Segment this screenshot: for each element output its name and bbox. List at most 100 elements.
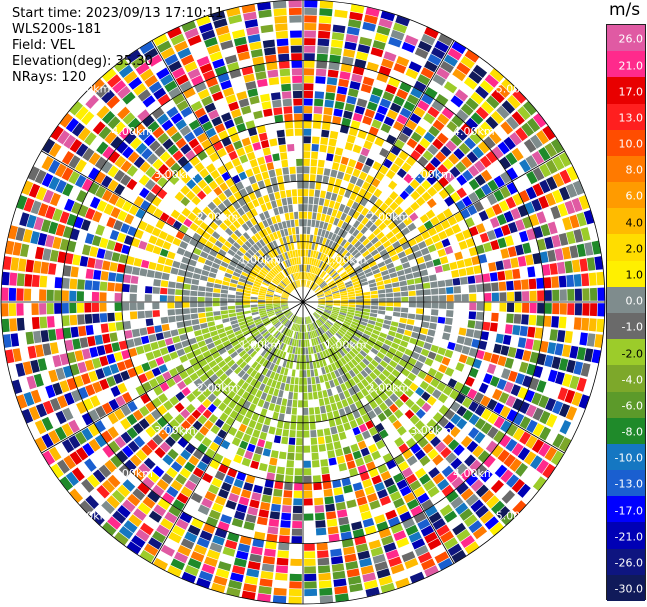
ppi-gate <box>372 368 381 377</box>
ppi-gate <box>280 304 288 307</box>
ppi-gate <box>559 303 567 315</box>
ppi-gate <box>238 321 247 326</box>
ppi-gate <box>480 422 493 435</box>
ppi-gate <box>366 101 378 112</box>
ppi-gate <box>247 347 255 355</box>
ppi-gate <box>291 536 302 544</box>
ppi-gate <box>474 174 486 186</box>
ppi-gate <box>289 581 302 589</box>
ppi-gate <box>253 283 261 288</box>
ppi-gate <box>345 372 352 380</box>
ppi-gate <box>233 454 243 464</box>
ppi-gate <box>510 207 521 220</box>
ppi-gate <box>231 340 240 347</box>
ppi-gate <box>25 331 35 345</box>
ppi-gate <box>389 201 399 211</box>
ppi-gate <box>318 15 332 24</box>
ppi-gate <box>252 429 261 438</box>
ppi-gate <box>318 327 324 335</box>
ppi-gate <box>296 166 303 174</box>
ppi-gate <box>317 252 322 260</box>
ppi-gate <box>317 278 323 285</box>
ppi-gate <box>107 412 119 425</box>
ppi-gate <box>504 235 514 247</box>
ppi-gate <box>316 542 328 551</box>
ppi-gate <box>294 475 303 483</box>
ppi-gate <box>320 213 326 222</box>
ppi-gate <box>463 77 478 90</box>
ppi-gate <box>270 176 278 185</box>
ppi-gate <box>179 241 189 250</box>
ppi-gate <box>221 482 232 492</box>
ppi-gate <box>295 453 303 461</box>
ppi-gate <box>559 403 571 418</box>
ppi-gate <box>229 410 239 420</box>
ring-label: 1.00km <box>325 339 367 352</box>
ppi-gate <box>202 364 211 373</box>
ppi-gate <box>122 499 136 513</box>
ppi-gate <box>292 400 298 408</box>
ppi-gate <box>213 453 224 463</box>
ppi-gate <box>539 163 552 178</box>
ppi-gate <box>292 513 303 521</box>
ppi-gate <box>506 302 515 313</box>
ppi-gate <box>214 279 223 285</box>
ppi-gate <box>243 73 255 83</box>
ppi-gate <box>227 305 236 310</box>
ppi-gate <box>504 357 514 369</box>
ppi-gate <box>383 158 393 169</box>
ppi-gate <box>395 577 410 589</box>
ppi-gate <box>358 188 367 197</box>
ppi-gate <box>384 398 394 407</box>
ppi-gate <box>278 315 286 321</box>
ppi-gate <box>289 430 296 438</box>
ppi-gate <box>275 168 283 176</box>
ppi-gate <box>355 161 364 171</box>
ppi-gate <box>295 331 299 339</box>
ppi-gate <box>250 460 260 470</box>
ppi-gate <box>465 376 475 387</box>
ppi-gate <box>432 74 446 86</box>
ppi-gate <box>52 354 62 368</box>
ppi-gate <box>260 570 274 580</box>
ppi-gate <box>309 407 315 415</box>
ppi-gate <box>224 355 233 364</box>
ppi-gate <box>188 259 197 267</box>
ppi-gate <box>190 284 199 291</box>
ppi-gate <box>396 168 407 179</box>
ppi-gate <box>193 544 208 555</box>
ppi-gate <box>571 259 581 273</box>
ppi-gate <box>336 341 343 349</box>
ppi-gate <box>274 309 282 313</box>
ppi-gate <box>373 325 382 332</box>
ppi-gate <box>332 410 340 419</box>
ppi-gate <box>303 324 305 332</box>
ppi-gate <box>454 212 464 223</box>
ppi-gate <box>241 372 250 381</box>
ppi-gate <box>189 357 198 366</box>
ppi-gate <box>384 207 394 216</box>
ppi-gate <box>190 290 198 296</box>
ppi-gate <box>394 388 404 398</box>
ppi-gate <box>147 471 160 483</box>
ppi-gate <box>537 303 545 314</box>
ppi-gate <box>187 558 202 570</box>
ppi-gate <box>148 378 159 388</box>
ppi-gate <box>355 329 364 336</box>
ppi-gate <box>480 395 491 407</box>
ppi-gate <box>41 416 54 431</box>
ppi-gate <box>201 497 213 509</box>
ppi-gate <box>320 262 326 269</box>
ppi-gate <box>365 241 373 250</box>
ppi-gate <box>390 342 400 350</box>
ppi-gate <box>417 100 430 112</box>
ppi-gate <box>374 377 383 386</box>
ppi-gate <box>292 521 302 529</box>
ppi-gate <box>46 289 54 301</box>
ppi-gate <box>397 251 406 259</box>
ppi-gate <box>499 186 511 199</box>
ppi-gate <box>131 266 141 276</box>
ppi-gate <box>594 256 603 270</box>
ppi-gate <box>196 577 211 589</box>
ppi-gate <box>343 241 351 249</box>
